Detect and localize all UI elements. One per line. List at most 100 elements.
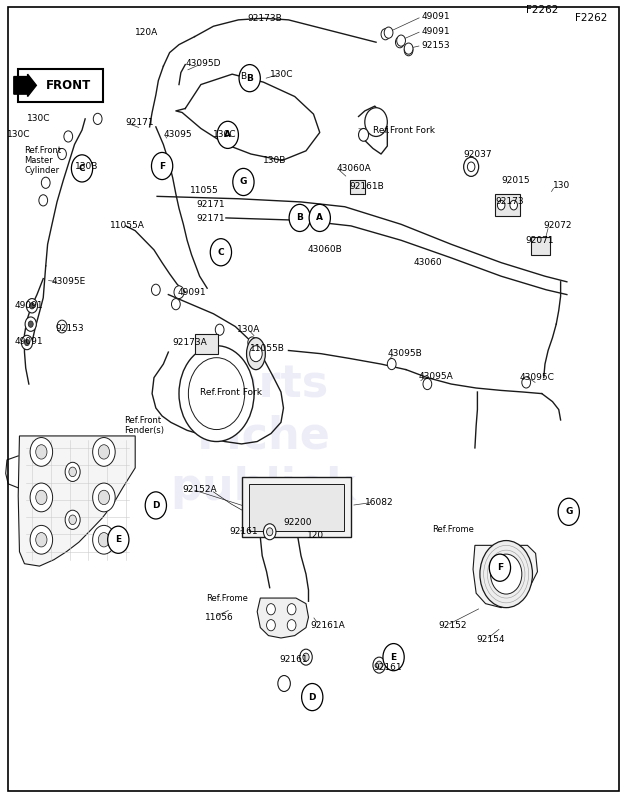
Circle shape — [179, 346, 254, 442]
Circle shape — [152, 153, 172, 179]
FancyBboxPatch shape — [18, 69, 103, 102]
Circle shape — [28, 300, 36, 311]
Circle shape — [188, 358, 245, 430]
Circle shape — [30, 438, 53, 466]
Text: Ref.Frome: Ref.Frome — [206, 594, 248, 602]
Text: 43095E: 43095E — [52, 278, 87, 286]
Circle shape — [289, 204, 310, 231]
Circle shape — [266, 604, 275, 615]
Circle shape — [65, 510, 80, 530]
Text: C: C — [218, 248, 224, 257]
Circle shape — [287, 620, 296, 630]
Text: A: A — [316, 214, 324, 222]
Text: 92161B: 92161B — [350, 182, 384, 191]
Text: 130: 130 — [552, 182, 570, 190]
Circle shape — [58, 149, 66, 160]
Circle shape — [510, 200, 517, 210]
Polygon shape — [18, 436, 135, 566]
Circle shape — [558, 498, 579, 526]
Circle shape — [25, 317, 36, 331]
Text: Ref.Front Fork: Ref.Front Fork — [199, 387, 261, 397]
Text: 11055A: 11055A — [110, 222, 145, 230]
Text: E: E — [115, 535, 122, 544]
Polygon shape — [473, 546, 537, 608]
Text: 92015: 92015 — [501, 176, 530, 185]
Circle shape — [217, 122, 238, 149]
Text: 92173: 92173 — [495, 198, 524, 206]
Text: 92200: 92200 — [283, 518, 312, 526]
Text: 43095D: 43095D — [185, 59, 221, 68]
Circle shape — [497, 200, 505, 210]
Text: Fiche: Fiche — [196, 414, 330, 458]
Circle shape — [467, 162, 475, 171]
Circle shape — [172, 298, 180, 310]
Circle shape — [29, 302, 34, 309]
Circle shape — [423, 378, 432, 390]
Text: 92171: 92171 — [126, 118, 154, 127]
Text: 92171: 92171 — [196, 214, 225, 223]
Text: F2262: F2262 — [526, 6, 559, 15]
Circle shape — [93, 526, 115, 554]
Circle shape — [69, 515, 76, 525]
Text: B: B — [297, 214, 303, 222]
Circle shape — [381, 29, 390, 40]
Text: 43095B: 43095B — [387, 349, 422, 358]
Text: 120: 120 — [307, 531, 324, 540]
Text: Ref.Front
Master
Cylinder: Ref.Front Master Cylinder — [24, 146, 61, 175]
Circle shape — [490, 554, 522, 594]
Circle shape — [233, 169, 254, 195]
Text: 43060B: 43060B — [307, 246, 342, 254]
Text: publiek: publiek — [171, 466, 356, 510]
Text: 92173A: 92173A — [172, 338, 208, 347]
Circle shape — [24, 339, 29, 346]
Text: F: F — [159, 162, 165, 170]
Text: 130C: 130C — [213, 130, 237, 138]
Circle shape — [397, 35, 406, 46]
Text: B: B — [246, 74, 253, 82]
Circle shape — [39, 194, 48, 206]
Text: 120A: 120A — [135, 28, 159, 37]
Circle shape — [93, 483, 115, 512]
Circle shape — [287, 604, 296, 615]
Text: 130B: 130B — [263, 156, 287, 165]
Bar — [350, 179, 366, 194]
Bar — [194, 334, 218, 354]
Circle shape — [384, 27, 393, 38]
Text: 92071: 92071 — [525, 236, 554, 245]
Text: 43060: 43060 — [414, 258, 442, 267]
Circle shape — [387, 358, 396, 370]
Circle shape — [396, 37, 404, 48]
Text: 49091: 49091 — [177, 288, 206, 297]
Circle shape — [215, 324, 224, 335]
Circle shape — [303, 653, 309, 661]
Text: 92153: 92153 — [56, 324, 85, 333]
Text: 43095C: 43095C — [520, 373, 555, 382]
Text: F: F — [497, 563, 503, 572]
Text: D: D — [308, 693, 316, 702]
Circle shape — [522, 377, 530, 388]
Circle shape — [250, 346, 262, 362]
Circle shape — [278, 675, 290, 691]
Circle shape — [93, 438, 115, 466]
Text: E: E — [391, 653, 397, 662]
Circle shape — [57, 320, 67, 333]
Text: 49091: 49091 — [14, 338, 43, 346]
Text: 130A: 130A — [237, 326, 261, 334]
Text: 92161: 92161 — [279, 655, 308, 664]
Text: Parts: Parts — [198, 362, 329, 406]
Circle shape — [65, 462, 80, 482]
Text: 16082: 16082 — [365, 498, 393, 506]
Circle shape — [93, 114, 102, 125]
Text: 92152: 92152 — [439, 621, 467, 630]
Text: F2262: F2262 — [575, 14, 608, 23]
Text: 130C: 130C — [270, 70, 293, 78]
Text: 92161A: 92161A — [310, 621, 345, 630]
Circle shape — [463, 158, 478, 176]
Text: 43060A: 43060A — [337, 164, 371, 173]
Circle shape — [69, 467, 76, 477]
Circle shape — [98, 533, 110, 547]
Text: 49091: 49091 — [421, 12, 450, 21]
Circle shape — [145, 492, 167, 519]
Circle shape — [71, 155, 93, 182]
Circle shape — [30, 526, 53, 554]
